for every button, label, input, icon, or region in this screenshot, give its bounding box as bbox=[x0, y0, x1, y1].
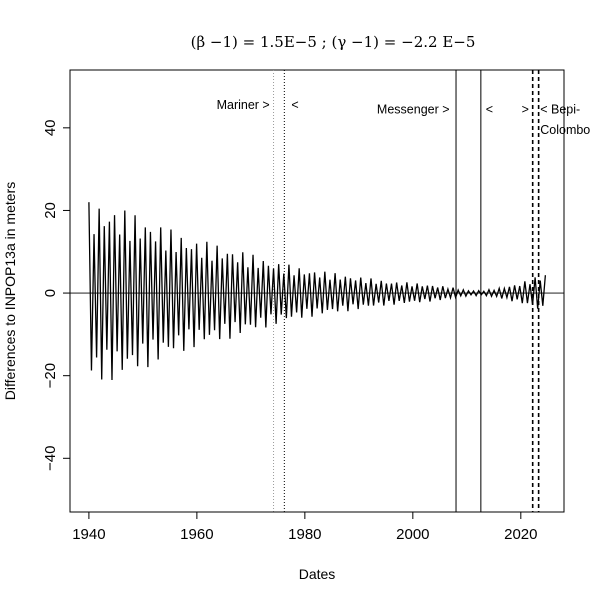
x-tick-label-1940: 1940 bbox=[72, 526, 105, 543]
x-tick-label-2020: 2020 bbox=[504, 526, 537, 543]
y-tick-label-3: 20 bbox=[42, 202, 59, 219]
mission-annotation-6: Colombo bbox=[540, 123, 590, 137]
mission-lines bbox=[273, 70, 540, 512]
y-tick-label-2: 0 bbox=[42, 289, 59, 297]
x-axis-label: Dates bbox=[299, 566, 336, 582]
mission-annotation-5: < Bepi- bbox=[540, 102, 580, 116]
series-line bbox=[88, 202, 547, 380]
x-tick-label-1980: 1980 bbox=[288, 526, 321, 543]
x-axis: 1940 1960 1980 2000 2020 bbox=[72, 511, 537, 543]
mission-annotation-1: < bbox=[291, 98, 298, 112]
y-tick-label-4: 40 bbox=[42, 119, 59, 136]
y-axis: −40 −20 0 20 40 bbox=[42, 119, 71, 471]
x-tick-label-1960: 1960 bbox=[180, 526, 213, 543]
mission-annotation-0: Mariner > bbox=[217, 98, 270, 112]
y-axis-label: Differences to INPOP13a in meters bbox=[2, 182, 18, 400]
mission-annotation-3: < bbox=[486, 102, 493, 116]
x-tick-label-2000: 2000 bbox=[396, 526, 429, 543]
chart-title: (β −1) = 1.5E−5 ; (γ −1) = −2.2 E−5 bbox=[191, 33, 476, 51]
y-tick-label-1: −20 bbox=[42, 363, 59, 388]
mission-annotation-4: > bbox=[522, 102, 529, 116]
y-tick-label-0: −40 bbox=[42, 446, 59, 471]
mission-annotation-2: Messenger > bbox=[377, 102, 450, 116]
mission-annotations: Mariner > < Messenger > < > < Bepi- Colombo bbox=[217, 98, 591, 137]
